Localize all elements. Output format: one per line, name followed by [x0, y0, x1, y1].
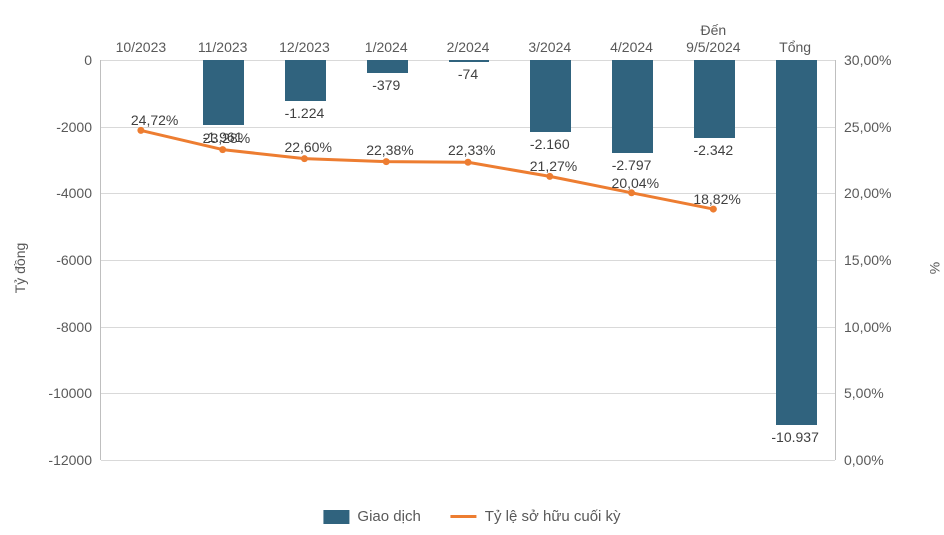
line-value-label: 22,33%	[448, 142, 495, 158]
y-left-title: Tỷ đồng	[12, 242, 28, 293]
legend-label-line: Tỷ lệ sở hữu cuối kỳ	[485, 508, 621, 525]
plot-area	[100, 60, 836, 460]
legend-swatch-bar	[323, 510, 349, 524]
y-right-tick: 30,00%	[844, 52, 891, 68]
line-value-label: 24,72%	[131, 112, 178, 128]
x-tick: 11/2023	[183, 39, 263, 56]
bar	[694, 60, 735, 138]
line-value-label: 22,38%	[366, 142, 413, 158]
y-right-tick: 5,00%	[844, 385, 884, 401]
x-tick: 10/2023	[101, 39, 181, 56]
y-left-tick: -10000	[48, 385, 92, 401]
bar-value-label: -2.160	[530, 136, 570, 152]
bar	[449, 60, 490, 62]
bar-value-label: -74	[458, 66, 478, 82]
bar	[612, 60, 653, 153]
grid-line	[101, 260, 835, 261]
y-left-tick: -4000	[56, 185, 92, 201]
bar-value-label: -2.342	[693, 142, 733, 158]
bar	[367, 60, 408, 73]
y-left-tick: -12000	[48, 452, 92, 468]
bar-value-label: -379	[372, 77, 400, 93]
bar-value-label: -1.224	[285, 105, 325, 121]
legend-label-bars: Giao dịch	[357, 508, 420, 525]
line-value-label: 21,27%	[530, 158, 577, 174]
y-right-title: %	[926, 261, 942, 273]
bar-value-label: -10.937	[771, 429, 818, 445]
x-tick: 4/2024	[592, 39, 672, 56]
x-tick: Đến9/5/2024	[673, 22, 753, 56]
x-tick: 2/2024	[428, 39, 508, 56]
y-right-tick: 0,00%	[844, 452, 884, 468]
grid-line	[101, 393, 835, 394]
x-tick: 12/2023	[264, 39, 344, 56]
y-left-tick: -8000	[56, 319, 92, 335]
legend: Giao dịch Tỷ lệ sở hữu cuối kỳ	[323, 508, 620, 525]
line-value-label: 20,04%	[612, 175, 659, 191]
bar-value-label: -2.797	[612, 157, 652, 173]
bar	[285, 60, 326, 101]
bar	[776, 60, 817, 425]
line-value-label: 23,28%	[203, 130, 250, 146]
y-right-tick: 10,00%	[844, 319, 891, 335]
chart-container: 10/202311/202312/20231/20242/20243/20244…	[0, 0, 944, 535]
y-left-tick: -2000	[56, 119, 92, 135]
legend-item-bars: Giao dịch	[323, 508, 420, 525]
y-left-tick: 0	[84, 52, 92, 68]
bar	[203, 60, 244, 125]
grid-line	[101, 460, 835, 461]
y-right-tick: 20,00%	[844, 185, 891, 201]
bar	[530, 60, 571, 132]
x-tick: 1/2024	[346, 39, 426, 56]
legend-swatch-line	[451, 515, 477, 518]
y-right-tick: 25,00%	[844, 119, 891, 135]
y-left-tick: -6000	[56, 252, 92, 268]
line-value-label: 18,82%	[693, 191, 740, 207]
line-value-label: 22,60%	[284, 139, 331, 155]
y-right-tick: 15,00%	[844, 252, 891, 268]
x-tick: Tổng	[755, 39, 835, 56]
legend-item-line: Tỷ lệ sở hữu cuối kỳ	[451, 508, 621, 525]
grid-line	[101, 327, 835, 328]
x-tick: 3/2024	[510, 39, 590, 56]
